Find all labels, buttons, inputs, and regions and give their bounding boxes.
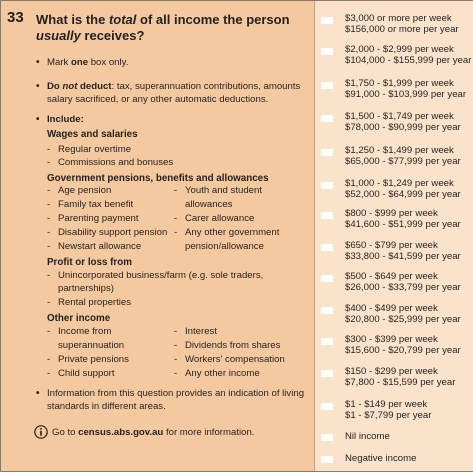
- option-label: $300 - $399 per week: [345, 334, 438, 345]
- list-item: Child support: [58, 368, 115, 379]
- option-label-annual: $156,000 or more per year: [345, 24, 459, 35]
- option-checkbox[interactable]: [321, 338, 333, 345]
- question-panel: 33 What is the total of all income the p…: [1, 1, 314, 471]
- option-label: $150 - $299 per week: [345, 366, 438, 377]
- option-label-annual: $104,000 - $155,999 per year: [345, 55, 472, 66]
- deduct-instruction-line2: salary sacrificed, or any other automati…: [47, 94, 269, 105]
- option-checkbox[interactable]: [321, 82, 333, 89]
- option-checkbox[interactable]: [321, 275, 333, 282]
- option-checkbox[interactable]: [321, 48, 333, 55]
- mark-one-instruction: Mark one box only.: [47, 57, 129, 68]
- option-label: $2,000 - $2,999 per week: [345, 44, 454, 55]
- list-item: Unincorporated business/farm (e.g. sole …: [58, 270, 264, 281]
- info-text: Information from this question provides …: [47, 388, 305, 399]
- option-label-annual: $78,000 - $90,999 per year: [345, 122, 461, 133]
- bullet: •: [36, 388, 40, 399]
- option-label: Nil income: [345, 431, 390, 442]
- option-checkbox[interactable]: [321, 456, 333, 463]
- option-checkbox[interactable]: [321, 244, 333, 251]
- goto-website: Go to census.abs.gov.au for more informa…: [52, 427, 255, 438]
- list-item: Rental properties: [58, 297, 132, 308]
- option-label: $500 - $649 per week: [345, 271, 438, 282]
- list-item: Parenting payment: [58, 213, 139, 224]
- include-label: Include:: [47, 114, 84, 125]
- option-checkbox[interactable]: [321, 182, 333, 189]
- website-link[interactable]: census.abs.gov.au: [78, 427, 164, 438]
- list-item-cont: allowances: [185, 199, 233, 210]
- list-item: Private pensions: [58, 354, 129, 365]
- option-label: $1,000 - $1,249 per week: [345, 178, 454, 189]
- list-item: Disability support pension: [58, 227, 168, 238]
- option-label: $800 - $999 per week: [345, 208, 438, 219]
- option-label: $400 - $499 per week: [345, 303, 438, 314]
- list-item-cont: superannuation: [58, 340, 125, 351]
- option-checkbox[interactable]: [321, 149, 333, 156]
- list-item: Workers' compensation: [185, 354, 285, 365]
- list-item: Newstart allowance: [58, 241, 142, 252]
- option-label: $1,750 - $1,999 per week: [345, 78, 454, 89]
- question-number: 33: [7, 9, 24, 26]
- list-item: Any other income: [185, 368, 260, 379]
- option-label: $1,250 - $1,499 per week: [345, 145, 454, 156]
- option-checkbox[interactable]: [321, 115, 333, 122]
- option-label-annual: $65,000 - $77,999 per year: [345, 156, 461, 167]
- list-item: Carer allowance: [185, 213, 255, 224]
- option-label-annual: $15,600 - $20,799 per year: [345, 345, 461, 356]
- option-label-annual: $52,000 - $64,999 per year: [345, 189, 461, 200]
- option-checkbox[interactable]: [321, 403, 333, 410]
- option-label-annual: $91,000 - $103,999 per year: [345, 89, 467, 100]
- bullet: •: [36, 57, 40, 68]
- bullet: •: [36, 81, 40, 92]
- question-title: What is the total of all income the pers…: [36, 12, 290, 43]
- pensions-heading: Government pensions, benefits and allowa…: [47, 173, 269, 184]
- option-label: $3,000 or more per week: [345, 13, 452, 24]
- profit-heading: Profit or loss from: [47, 257, 132, 268]
- option-label: $650 - $799 per week: [345, 240, 438, 251]
- option-label-annual: $20,800 - $25,999 per year: [345, 314, 461, 325]
- option-label-annual: $26,000 - $33,799 per year: [345, 282, 461, 293]
- option-label: Negative income: [345, 453, 417, 464]
- option-checkbox[interactable]: [321, 17, 333, 24]
- list-item: Dividends from shares: [185, 340, 281, 351]
- list-item: Family tax benefit: [58, 199, 134, 210]
- list-item-cont: pension/allowance: [185, 241, 264, 252]
- info-icon: [34, 425, 48, 439]
- deduct-instruction: Do not deduct: tax, superannuation contr…: [47, 81, 301, 92]
- option-label: $1 - $149 per week: [345, 399, 428, 410]
- option-checkbox[interactable]: [321, 212, 333, 219]
- answer-panel: [314, 1, 473, 471]
- bullet: •: [36, 114, 40, 125]
- other-heading: Other income: [47, 313, 111, 324]
- info-text-line2: standards in different areas.: [47, 401, 166, 412]
- wages-heading: Wages and salaries: [47, 129, 138, 140]
- option-label-annual: $33,800 - $41,599 per year: [345, 251, 461, 262]
- option-checkbox[interactable]: [321, 434, 333, 441]
- list-item: Regular overtime: [58, 144, 132, 155]
- option-checkbox[interactable]: [321, 307, 333, 314]
- list-item: Income from: [58, 326, 112, 337]
- list-item-cont: partnerships): [58, 283, 114, 294]
- option-label-annual: $7,800 - $15,599 per year: [345, 377, 456, 388]
- list-item: Interest: [185, 326, 217, 337]
- option-label-annual: $41,600 - $51,999 per year: [345, 219, 461, 230]
- option-label-annual: $1 - $7,799 per year: [345, 410, 432, 421]
- list-item: Any other government: [185, 227, 280, 238]
- option-label: $1,500 - $1,749 per week: [345, 111, 454, 122]
- option-checkbox[interactable]: [321, 370, 333, 377]
- list-item: Youth and student: [185, 185, 262, 196]
- list-item: Commissions and bonuses: [58, 157, 174, 168]
- list-item: Age pension: [58, 185, 112, 196]
